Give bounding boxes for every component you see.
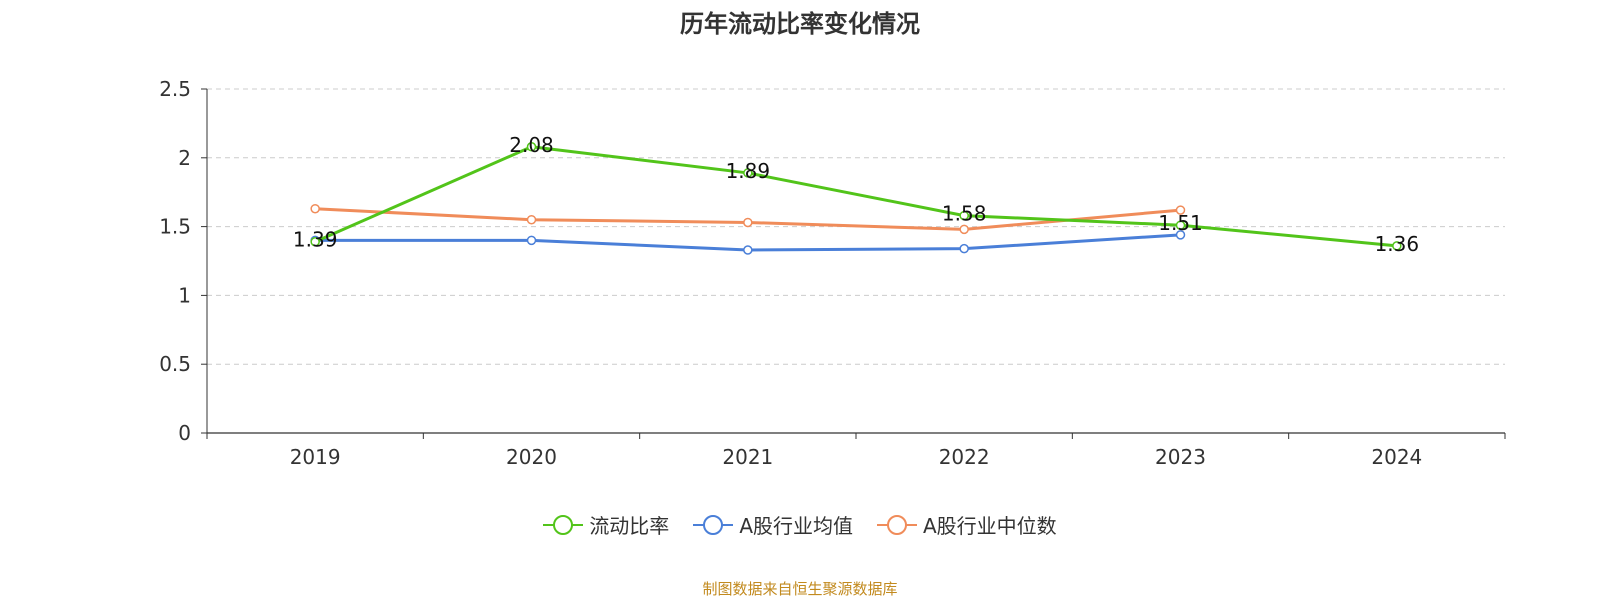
data-label: 1.58 — [942, 202, 987, 226]
y-tick-label: 0.5 — [159, 352, 191, 376]
data-labels: 1.39 2.08 1.89 1.58 1.51 1.36 — [293, 133, 1419, 256]
data-point — [526, 235, 537, 246]
legend: 流动比率 A股行业均值 A股行业中位数 — [0, 510, 1600, 539]
legend-item[interactable]: A股行业中位数 — [877, 510, 1057, 539]
legend-circle — [553, 514, 574, 535]
legend-label: A股行业中位数 — [923, 514, 1057, 538]
legend-item[interactable]: A股行业均值 — [693, 510, 853, 539]
data-label: 2.08 — [509, 133, 554, 157]
data-point — [526, 142, 537, 152]
x-tick-label: 2020 — [506, 445, 557, 469]
axes: 0 0.5 1 1.5 2 2.5 2019 2020 2021 2022 2023 2024 — [159, 77, 1506, 469]
data-point — [959, 224, 969, 235]
legend-marker-icon — [693, 514, 734, 535]
data-point — [743, 217, 753, 228]
legend-circle — [887, 514, 907, 535]
x-tick-label: 2023 — [1155, 445, 1206, 469]
series-line — [314, 145, 1397, 248]
data-point — [1175, 230, 1186, 240]
source-note: 制图数据来自恒生聚源数据库 — [702, 580, 898, 598]
y-tick-label: 2.5 — [159, 77, 191, 101]
data-point — [1175, 220, 1186, 230]
data-label: 1.89 — [726, 159, 771, 183]
data-label: 1.39 — [293, 228, 338, 252]
data-point — [743, 245, 753, 255]
data-point — [526, 214, 537, 225]
data-point — [310, 236, 320, 247]
legend-marker-icon — [543, 514, 584, 535]
y-tick-label: 2 — [178, 146, 191, 170]
data-point — [743, 168, 753, 178]
x-tick-label: 2021 — [722, 445, 773, 469]
series-lines — [310, 142, 1402, 255]
x-tick-label: 2024 — [1371, 445, 1422, 469]
data-point — [1392, 241, 1402, 251]
data-point — [959, 210, 969, 221]
data-point — [959, 243, 969, 254]
data-label: 1.51 — [1158, 211, 1203, 235]
legend-circle — [703, 514, 724, 535]
x-tick-label: 2019 — [290, 445, 341, 469]
y-tick-label: 1.5 — [159, 215, 191, 239]
data-label: 1.36 — [1375, 232, 1420, 256]
chart-title: 历年流动比率变化情况 — [680, 10, 920, 38]
y-tick-label: 1 — [178, 283, 191, 307]
data-point — [310, 203, 320, 214]
x-tick-label: 2022 — [939, 445, 990, 469]
legend-label: 流动比率 — [589, 514, 670, 538]
legend-item[interactable]: 流动比率 — [543, 510, 669, 539]
y-tick-label: 0 — [178, 421, 191, 445]
legend-marker-icon — [877, 514, 917, 535]
data-point — [1175, 205, 1186, 215]
legend-label: A股行业均值 — [739, 514, 853, 538]
